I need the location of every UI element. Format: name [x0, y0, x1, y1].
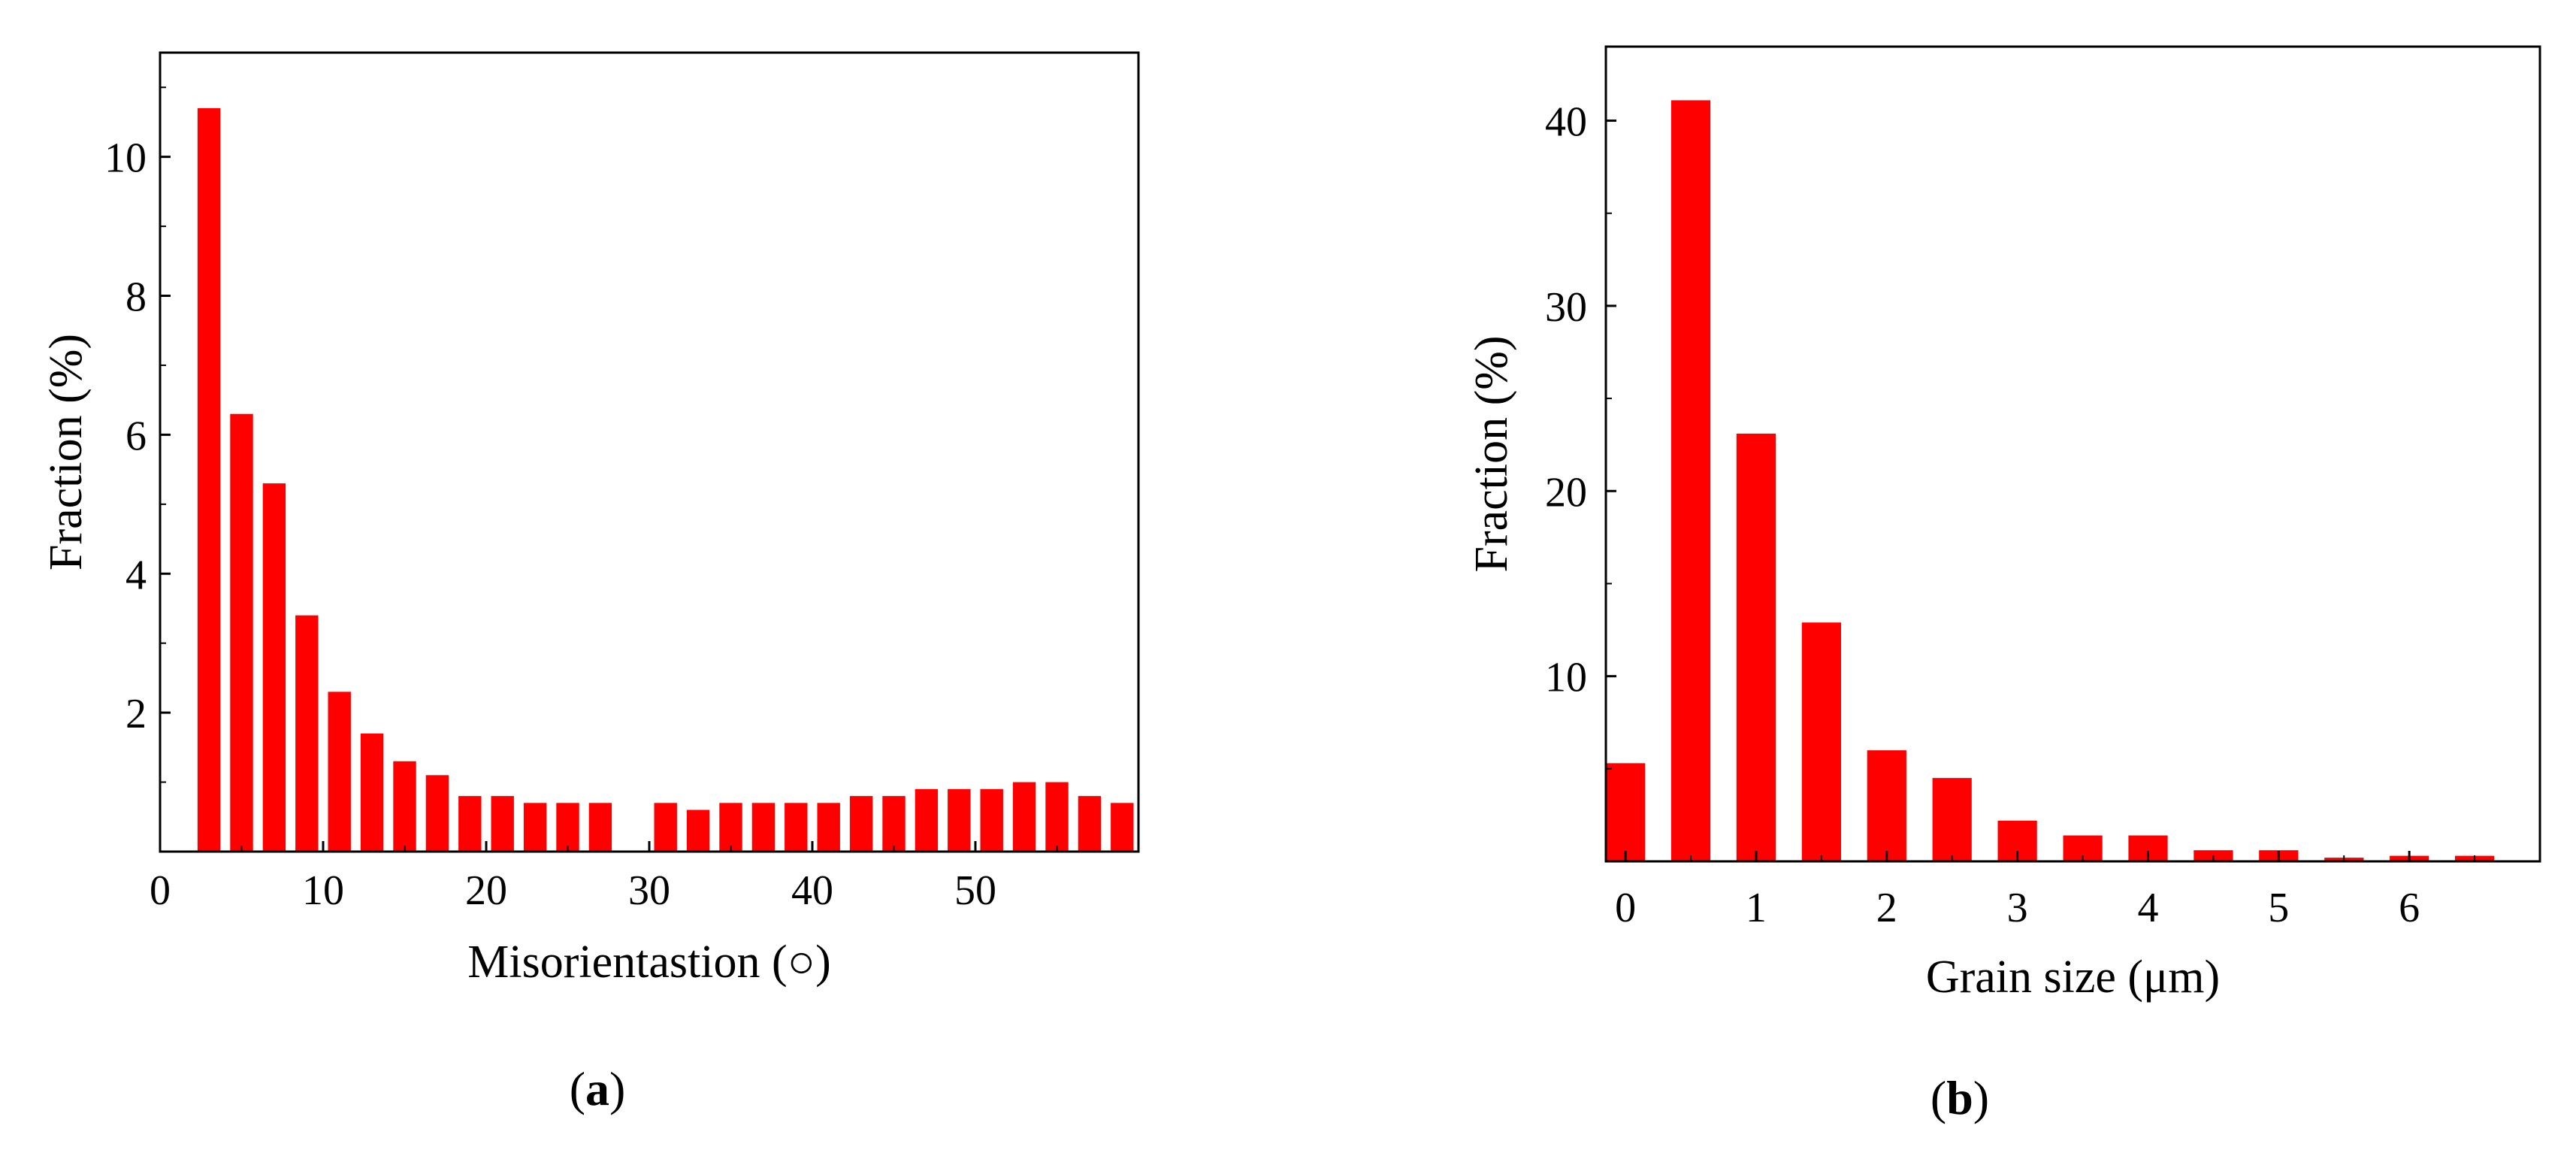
bar [1012, 782, 1036, 852]
x-tick-label: 0 [1615, 885, 1636, 931]
x-tick-label: 5 [2268, 885, 2289, 931]
bar [719, 803, 742, 852]
y-tick-label: 30 [1545, 284, 1587, 331]
y-tick-label: 4 [125, 552, 147, 598]
x-tick-label: 10 [302, 867, 344, 914]
bar [1867, 750, 1906, 861]
tick-labels: 0 10 20 30 40 50 2 4 6 8 10 [104, 135, 996, 914]
panel-label-a: (a) [570, 1062, 626, 1115]
bar [230, 413, 253, 852]
bar [295, 615, 319, 852]
bar [360, 733, 384, 852]
bar [785, 803, 808, 852]
bar [1078, 796, 1102, 852]
x-tick-label: 4 [2137, 885, 2158, 931]
bar [948, 788, 971, 852]
bar [980, 788, 1003, 852]
bar [556, 803, 579, 852]
bar [1606, 763, 1646, 861]
y-tick-label: 2 [125, 691, 147, 737]
chart-misorientation: 0 10 20 30 40 50 2 4 6 8 10 Misorientastion (○) Fr… [41, 51, 1140, 988]
bar [1932, 778, 1972, 861]
axis-ticks [1606, 120, 2541, 861]
bar [425, 775, 449, 852]
y-tick-label: 8 [125, 274, 147, 321]
bar [1670, 100, 1711, 861]
bar [328, 692, 351, 852]
bar [915, 788, 939, 852]
tick-labels: 0 1 2 3 4 5 6 10 20 30 40 [1545, 99, 2420, 931]
x-tick-label: 30 [628, 867, 670, 914]
bar [882, 796, 906, 852]
y-axis-title: Fraction (%) [1466, 335, 1517, 572]
x-tick-label: 40 [791, 867, 833, 914]
bar-series [1606, 100, 2495, 861]
x-tick-label: 0 [150, 867, 171, 914]
y-tick-label: 6 [125, 413, 147, 459]
bar-series [197, 107, 1134, 852]
bar [197, 107, 221, 852]
y-tick-label: 20 [1545, 469, 1587, 516]
panel-label-b: (b) [1930, 1071, 1989, 1124]
bar [588, 803, 612, 852]
plot-frame [1604, 45, 2541, 863]
y-tick-label: 10 [104, 135, 147, 182]
y-axis-title: Fraction (%) [41, 334, 92, 570]
bar [491, 796, 514, 852]
bar [458, 796, 482, 852]
x-axis-title: Grain size (μm) [1926, 952, 2220, 1003]
bar [686, 810, 710, 852]
bar [817, 803, 840, 852]
bar [1736, 433, 1776, 861]
x-tick-label: 3 [2007, 885, 2028, 931]
bar [1111, 803, 1134, 852]
bar [1045, 782, 1069, 852]
bar [1801, 622, 1841, 861]
bar [654, 803, 677, 852]
bar [751, 803, 776, 852]
x-tick-label: 1 [1746, 885, 1767, 931]
bar [262, 483, 286, 852]
x-tick-label: 6 [2399, 885, 2420, 931]
bar [523, 803, 547, 852]
y-tick-label: 10 [1545, 655, 1587, 701]
x-tick-label: 50 [954, 867, 996, 914]
y-tick-label: 40 [1545, 99, 1587, 146]
x-tick-label: 20 [465, 867, 507, 914]
bar [849, 796, 873, 852]
chart-grain-size: 0 1 2 3 4 5 6 10 20 30 40 Grain size (μm) Fraction… [1466, 45, 2541, 1003]
x-axis-title: Misorientastion (○) [467, 937, 830, 988]
bar [393, 761, 416, 852]
axis-ticks [159, 86, 1139, 852]
x-tick-label: 2 [1876, 885, 1897, 931]
